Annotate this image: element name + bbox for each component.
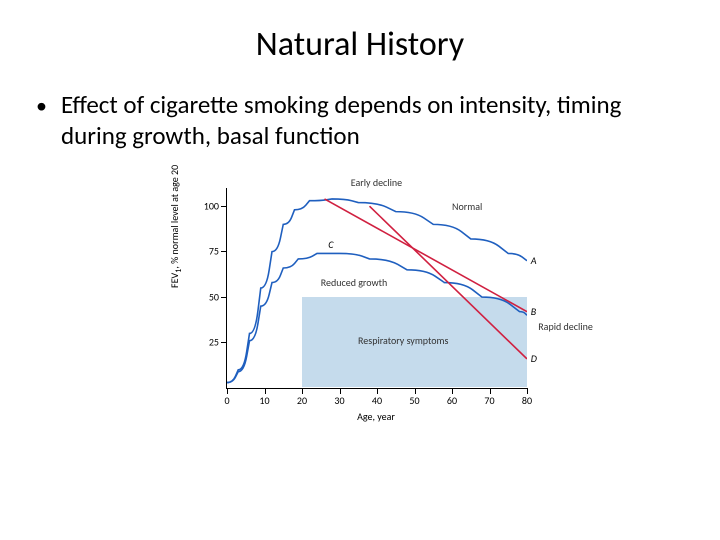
end-label-B: B [531, 305, 536, 318]
annotation-respiratory: Respiratory symptoms [358, 334, 448, 347]
y-tick [221, 297, 227, 298]
y-tick [221, 251, 227, 252]
y-tick-label: 25 [209, 336, 219, 349]
plot-area: 25507510001020304050607080Early declineN… [226, 188, 527, 389]
y-tick-label: 100 [204, 199, 219, 212]
end-label-A: A [531, 254, 537, 267]
x-axis-title: Age, year [226, 410, 526, 423]
x-tick-label: 50 [409, 394, 419, 407]
x-tick-label: 20 [297, 394, 307, 407]
x-tick-label: 80 [522, 394, 532, 407]
x-tick-label: 70 [484, 394, 494, 407]
y-axis-title: FEV1, % normal level at age 20 [168, 164, 184, 287]
y-tick-label: 75 [209, 245, 219, 258]
y-tick [221, 342, 227, 343]
curve-reduced_growth [227, 253, 527, 382]
page-title: Natural History [30, 24, 690, 65]
x-tick-label: 0 [224, 394, 229, 407]
y-tick-label: 50 [209, 290, 219, 303]
x-tick-label: 30 [334, 394, 344, 407]
x-tick-label: 60 [447, 394, 457, 407]
end-label-D: D [531, 352, 537, 365]
bullet-text: Effect of cigarette smoking depends on i… [61, 89, 684, 152]
annotation-early_decline: Early decline [351, 176, 402, 189]
x-tick-label: 10 [259, 394, 269, 407]
end-label-C: C [328, 238, 333, 251]
y-tick [221, 206, 227, 207]
annotation-reduced_growth: Reduced growth [321, 276, 388, 289]
x-tick-label: 40 [372, 394, 382, 407]
curve-early_decline [325, 198, 528, 311]
curve-normal [227, 198, 527, 382]
bullet-dot: • [36, 92, 47, 120]
annotation-rapid_decline: Rapid decline [538, 320, 593, 333]
bullet-item: • Effect of cigarette smoking depends on… [36, 89, 684, 152]
fev1-chart: FEV1, % normal level at age 20 Age, year… [170, 178, 550, 438]
annotation-normal: Normal [452, 200, 482, 213]
